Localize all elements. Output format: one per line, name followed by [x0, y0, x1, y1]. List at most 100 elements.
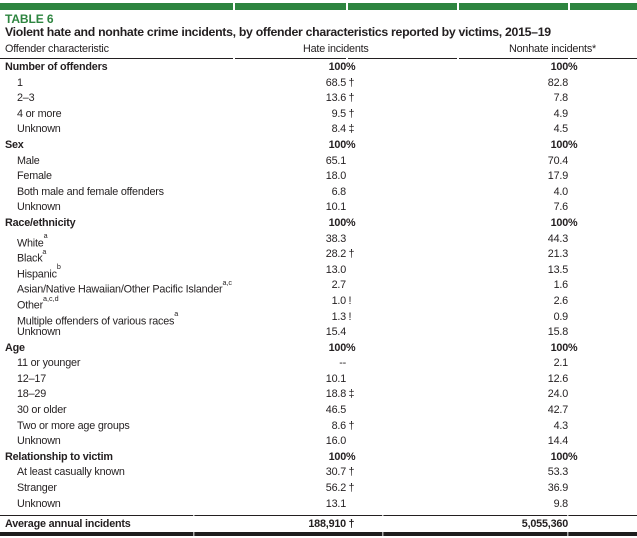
hate-flag: †: [348, 76, 355, 89]
nonhate-flag: [568, 481, 580, 497]
table-row: Both male and female offenders 6.8 4.0: [0, 185, 637, 201]
nonhate-flag: %: [568, 138, 578, 151]
hate-flag: %: [346, 61, 356, 73]
row-label: 18–29: [17, 388, 47, 401]
hate-value: 28.2: [325, 248, 346, 261]
row-label: Unknown: [17, 497, 61, 510]
hate-flag: [346, 434, 358, 450]
row-label: Two or more age groups: [17, 419, 130, 432]
table-row: 4 or more 9.5 † 4.9: [0, 107, 637, 123]
row-label: Female: [17, 170, 52, 183]
hate-flag: %: [346, 216, 356, 229]
nonhate-value: 12.6: [547, 372, 568, 385]
hate-value: 9.5: [331, 107, 347, 120]
hate-flag: [346, 356, 358, 372]
hate-value: 6.8: [331, 185, 347, 198]
hate-flag: †: [348, 107, 355, 120]
nonhate-value: 9.8: [553, 497, 569, 510]
hate-flag: [346, 169, 358, 185]
hate-value: 15.4: [325, 326, 346, 339]
header-rule: [0, 58, 637, 60]
total-row: Average annual incidents 188,910 † 5,055…: [0, 516, 637, 532]
row-label: Asian/Native Hawaiian/Other Pacific Isla…: [17, 277, 233, 296]
row-label: 1: [17, 76, 23, 89]
hate-value: 13.1: [325, 497, 346, 510]
nonhate-value: 1.6: [553, 279, 569, 292]
row-label: At least casually known: [17, 466, 125, 479]
nonhate-value: 100: [550, 138, 569, 151]
row-label: Unknown: [17, 201, 61, 214]
nonhate-flag: [568, 169, 580, 185]
hate-value: 30.7: [325, 466, 346, 479]
nonhate-value: 0.9: [553, 310, 569, 323]
hate-value: 38.3: [325, 232, 346, 245]
hate-value: 13.0: [325, 263, 346, 276]
table-row: Whitea 38.3 44.3: [0, 231, 637, 249]
footnote-marker: a: [42, 246, 47, 256]
hate-flag: !: [348, 310, 352, 323]
hate-flag: [346, 325, 358, 341]
table-row: Two or more age groups 8.6 † 4.3: [0, 419, 637, 435]
table-row: 11 or younger -- 2.1: [0, 356, 637, 372]
column-header-hate-incidents: Hate incidents: [303, 43, 369, 55]
row-label: Number of offenders: [5, 61, 108, 73]
table-body: Number of offenders 100 % 100 % 1 68.5 †…: [0, 60, 637, 512]
hate-flag: %: [346, 138, 356, 151]
table-row: 1 68.5 † 82.8: [0, 76, 637, 92]
nonhate-value: 15.8: [547, 326, 568, 339]
table-row: Number of offenders 100 % 100 %: [0, 60, 637, 76]
column-header-offender-characteristic: Offender characteristic: [5, 43, 109, 55]
hate-flag: [346, 372, 358, 388]
nonhate-flag: [568, 465, 580, 481]
nonhate-flag: %: [568, 450, 578, 463]
footnote-marker: b: [56, 262, 61, 272]
row-label: Unknown: [17, 123, 61, 136]
hate-value: 18.0: [325, 170, 346, 183]
nonhate-value: 44.3: [547, 232, 568, 245]
table-row: Othera,c,d 1.0 ! 2.6: [0, 294, 637, 312]
nonhate-flag: [568, 107, 580, 123]
hate-flag: †: [348, 466, 355, 479]
table-row: 18–29 18.8 ‡ 24.0: [0, 387, 637, 403]
hate-value: 1.3: [331, 310, 347, 323]
hate-value: 100: [328, 61, 347, 73]
row-label: Whitea: [17, 231, 48, 250]
nonhate-flag: [568, 185, 580, 201]
row-label: Unknown: [17, 326, 61, 339]
hate-value: 1.0: [331, 294, 347, 307]
hate-flag: [346, 403, 358, 419]
nonhate-value: 42.7: [547, 404, 568, 417]
row-label: 11 or younger: [17, 357, 81, 370]
table-row: Female 18.0 17.9: [0, 169, 637, 185]
nonhate-value: 100: [550, 61, 569, 73]
hate-flag: !: [348, 294, 352, 307]
table-row: Unknown 13.1 9.8: [0, 497, 637, 513]
hate-flag: ‡: [348, 388, 355, 401]
table-row: At least casually known 30.7 † 53.3: [0, 465, 637, 481]
column-header-row: Offender characteristic Hate incidents N…: [0, 43, 637, 58]
row-label: Stranger: [17, 482, 57, 495]
nonhate-flag: [568, 372, 580, 388]
hate-flag: †: [348, 92, 355, 105]
total-hate-flag: †: [348, 517, 355, 530]
nonhate-flag: [568, 387, 580, 403]
nonhate-flag: [568, 154, 580, 170]
hate-value: 16.0: [325, 435, 346, 448]
row-label: 2–3: [17, 92, 35, 105]
hate-value: 2.7: [331, 279, 347, 292]
row-label: Age: [5, 341, 25, 354]
nonhate-value: 100: [550, 450, 569, 463]
hate-flag: †: [348, 482, 355, 495]
table-row: Race/ethnicity 100 % 100 %: [0, 216, 637, 232]
nonhate-value: 36.9: [547, 482, 568, 495]
nonhate-value: 7.6: [553, 201, 569, 214]
total-nonhate-flag: [568, 516, 580, 532]
nonhate-value: 2.1: [553, 357, 569, 370]
table-row: 30 or older 46.5 42.7: [0, 403, 637, 419]
row-label: Relationship to victim: [5, 450, 113, 463]
hate-value: 65.1: [325, 154, 346, 167]
nonhate-value: 4.5: [553, 123, 569, 136]
table-row: Blacka 28.2 † 21.3: [0, 246, 637, 265]
hate-flag: [346, 497, 358, 513]
